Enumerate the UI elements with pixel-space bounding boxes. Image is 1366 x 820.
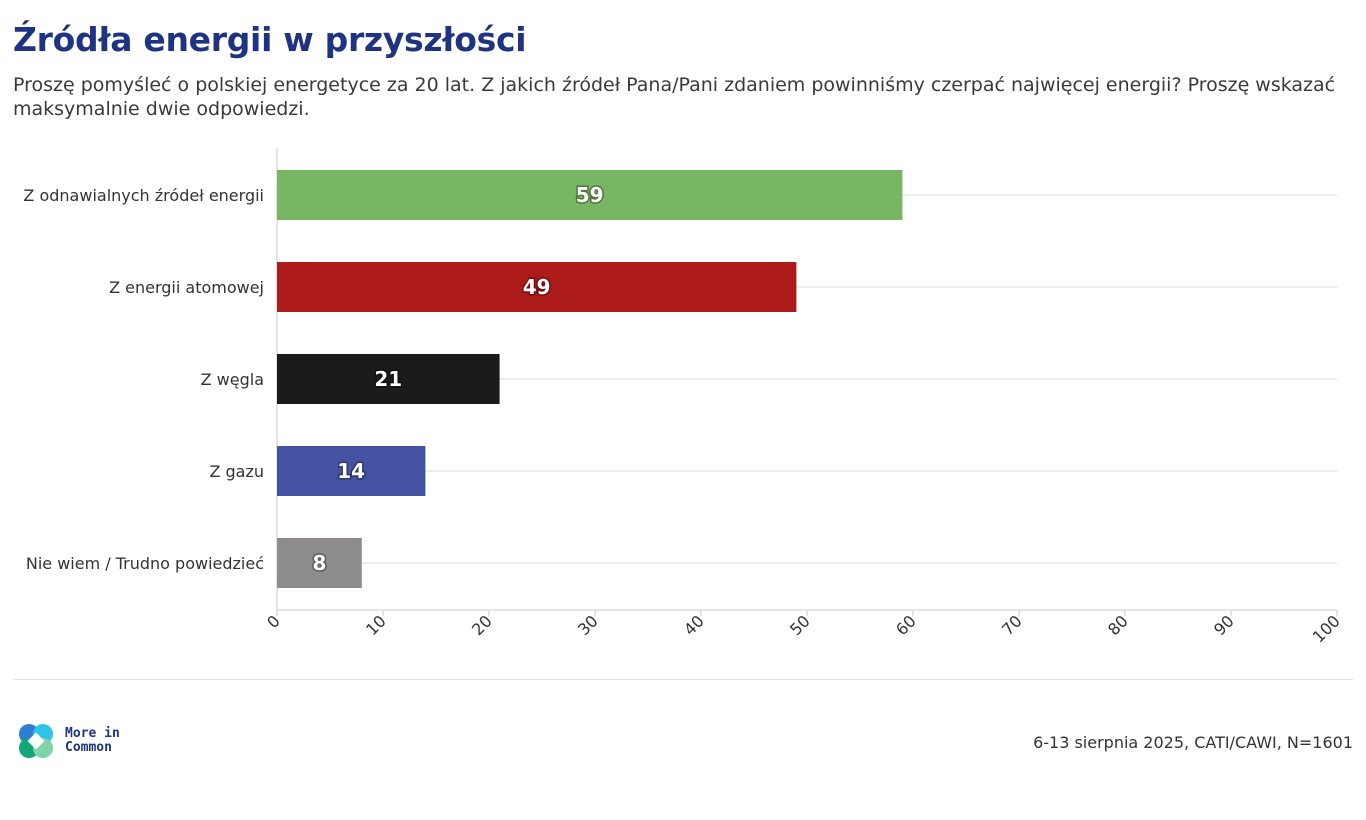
x-tick-label: 30 [574, 611, 602, 639]
x-tick-label: 70 [998, 611, 1026, 639]
bar-chart: Z odnawialnych źródeł energii 59 Z energii… [23, 148, 1344, 646]
logo: More in Common [17, 722, 120, 760]
chart-subtitle: Proszę pomyśleć o polskiej energetyce za… [13, 74, 1336, 120]
logo-icon [19, 724, 53, 758]
category-label: Z węgla [201, 370, 264, 389]
data-label: 49 [523, 275, 551, 299]
category-label: Nie wiem / Trudno powiedzieć [26, 554, 264, 573]
data-label: 8 [312, 551, 326, 575]
bar [277, 446, 426, 496]
x-tick-label: 80 [1104, 611, 1132, 639]
x-tick-label: 0 [263, 611, 284, 632]
x-tick-label: 20 [468, 611, 496, 639]
category-label: Z energii atomowej [109, 278, 264, 297]
bar [277, 354, 500, 404]
category-label: Z odnawialnych źródeł energii [23, 186, 264, 205]
category-label: Z gazu [209, 462, 264, 481]
logo-line-2: Common [65, 740, 112, 755]
x-tick-label: 10 [362, 611, 390, 639]
chart-title: Źródła energii w przyszłości [13, 20, 527, 59]
data-label: 14 [337, 459, 365, 483]
x-tick-label: 100 [1309, 611, 1344, 646]
data-label: 59 [576, 183, 604, 207]
logo-wordmark: More in Common [65, 727, 120, 755]
data-label: 21 [374, 367, 402, 391]
bar [277, 262, 797, 312]
footer-divider [13, 679, 1353, 680]
source-note: 6-13 sierpnia 2025, CATI/CAWI, N=1601 [1033, 733, 1353, 752]
logo-line-1: More in [65, 726, 120, 741]
bar [277, 170, 903, 220]
x-tick-label: 90 [1210, 611, 1238, 639]
x-tick-label: 60 [892, 611, 920, 639]
x-tick-label: 50 [786, 611, 814, 639]
x-tick-label: 40 [680, 611, 708, 639]
bar [277, 538, 362, 588]
